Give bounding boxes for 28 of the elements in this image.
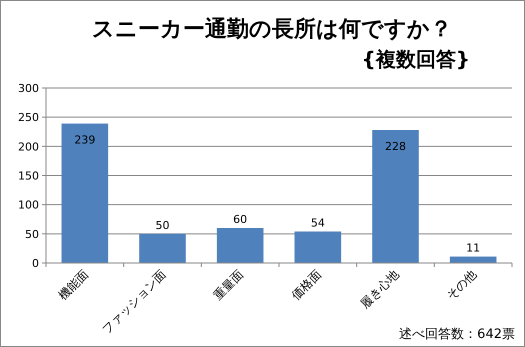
x-tick-label: 履き心地 [358,267,402,312]
data-label: 60 [233,213,248,226]
chart-title: スニーカー通勤の長所は何ですか？ [92,17,452,42]
bar [139,234,186,263]
y-tick-label: 0 [32,257,39,270]
x-tick-label: 機能面 [56,267,91,303]
data-label: 239 [74,134,96,147]
x-tick-label: その他 [444,267,480,303]
y-tick-label: 100 [18,198,39,212]
data-label: 50 [156,218,170,232]
y-tick-label: 50 [25,228,39,241]
data-label: 228 [385,140,406,153]
y-tick-label: 150 [18,170,39,182]
y-tick-label: 300 [18,82,39,95]
bar [216,228,264,263]
chart-subtitle: {複数回答} [362,47,470,71]
data-label: 54 [310,216,325,230]
y-tick-label: 200 [18,140,39,154]
data-label: 11 [466,242,480,255]
bar [294,232,342,263]
bar [62,124,108,263]
text: 述べ回答数：642票 [399,327,515,342]
bar [450,256,496,263]
bar [372,130,419,263]
x-tick-label: 価格面 [288,267,324,303]
x-tick-label: 重量面 [210,267,246,303]
y-tick-label: 250 [18,111,39,124]
x-tick-label: ファッション面 [99,267,169,337]
